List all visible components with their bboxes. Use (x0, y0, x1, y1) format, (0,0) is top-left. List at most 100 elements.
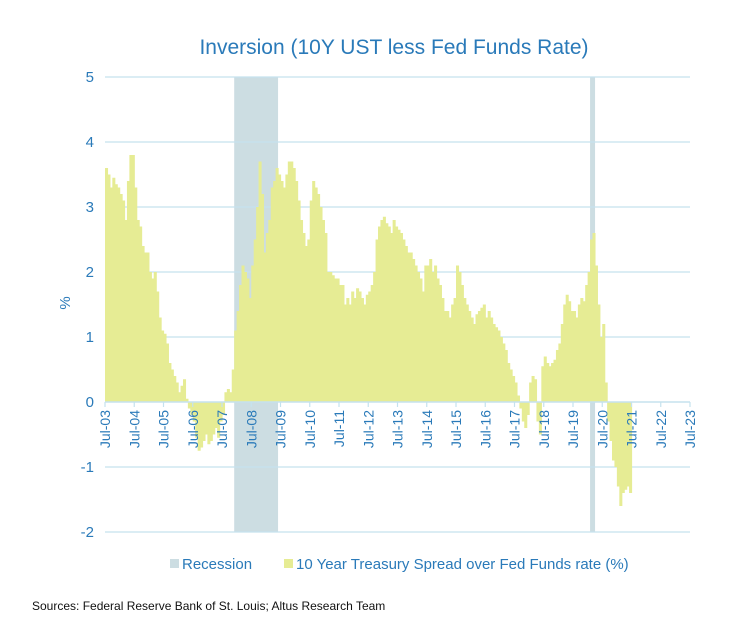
area-bar (107, 174, 111, 402)
area-bar (538, 402, 542, 435)
area-bar (282, 187, 286, 402)
area-bar (502, 343, 506, 402)
area-bar (592, 233, 596, 402)
area-bar (195, 402, 199, 438)
area-bar (304, 246, 308, 402)
y-tick-label: 0 (86, 394, 94, 411)
y-tick-label: 4 (86, 134, 94, 151)
area-bar (175, 382, 179, 402)
area-bar (300, 220, 304, 402)
area-bar (424, 265, 428, 402)
area-bar (287, 161, 291, 402)
area-bar (373, 272, 377, 402)
area-bar (270, 187, 274, 402)
area-bar (499, 337, 503, 402)
area-bar (475, 314, 479, 402)
area-bar (183, 379, 187, 402)
area-bar (148, 272, 152, 402)
area-bar (482, 304, 486, 402)
area-bar (285, 174, 289, 402)
y-tick-label: 5 (86, 69, 94, 86)
x-tick-label: Jul-04 (126, 410, 142, 448)
area-bar (326, 272, 330, 402)
area-bar (256, 207, 260, 402)
area-bar (170, 369, 174, 402)
area-bar (521, 402, 525, 422)
area-bar (105, 168, 109, 402)
legend-label-spread: 10 Year Treasury Spread over Fed Funds r… (296, 556, 629, 573)
area-bar (119, 194, 123, 402)
area-bar (414, 265, 418, 402)
area-bar (187, 402, 191, 409)
x-tick-label: Jul-12 (360, 410, 376, 448)
area-bar (419, 278, 423, 402)
area-bar (402, 239, 406, 402)
x-tick-label: Jul-15 (448, 410, 464, 448)
area-bar (207, 402, 211, 445)
area-bar (131, 155, 135, 402)
area-bar (395, 226, 399, 402)
area-bar (363, 304, 367, 402)
area-bar (480, 307, 484, 402)
area-bar (109, 187, 113, 402)
area-bar (463, 298, 467, 402)
area-bar (426, 265, 430, 402)
area-bar (519, 402, 523, 409)
area-bar (348, 304, 352, 402)
area-bar (616, 402, 620, 487)
y-tick-label: 2 (86, 264, 94, 281)
area-bar (275, 168, 279, 402)
area-bar (292, 168, 296, 402)
area-bar (509, 369, 513, 402)
legend-label-recession: Recession (182, 556, 252, 573)
x-tick-label: Jul-03 (97, 410, 113, 448)
area-bar (251, 265, 255, 402)
area-bar (339, 285, 343, 402)
area-bar (421, 291, 425, 402)
area-bar (453, 298, 457, 402)
x-tick-label: Jul-22 (653, 410, 669, 448)
area-bar (516, 395, 520, 402)
legend-swatch-spread (284, 559, 293, 568)
y-tick-label: -1 (81, 459, 94, 476)
area-bar (153, 272, 157, 402)
area-bar (219, 402, 223, 422)
area-bar (524, 402, 528, 428)
legend-swatch-recession (170, 559, 179, 568)
area-bar (204, 402, 208, 435)
area-bar (392, 220, 396, 402)
x-tick-label: Jul-05 (156, 410, 172, 448)
area-bar (465, 304, 469, 402)
area-bar (317, 194, 321, 402)
area-bar (134, 187, 138, 402)
area-bar (321, 220, 325, 402)
area-bar (178, 392, 182, 402)
area-bar (587, 272, 591, 402)
area-bar (543, 356, 547, 402)
area-bar (514, 382, 518, 402)
gridlines (105, 76, 690, 533)
area-bar (380, 220, 384, 402)
x-tick-label: Jul-23 (682, 410, 698, 448)
area-bar (565, 294, 569, 402)
area-bar (551, 363, 555, 402)
area-bar (297, 200, 301, 402)
area-bar (602, 324, 606, 402)
y-axis: 5 4 3 2 1 0 -1 -2 (81, 69, 94, 541)
area-bar (477, 311, 481, 402)
area-bar (192, 402, 196, 422)
area-bar (451, 304, 455, 402)
x-tick-label: Jul-16 (477, 410, 493, 448)
area-bar (390, 233, 394, 402)
x-tick-label: Jul-19 (565, 410, 581, 448)
area-bar (190, 402, 194, 415)
x-tick-label: Jul-13 (390, 410, 406, 448)
area-bar (224, 392, 228, 402)
area-bar (146, 252, 150, 402)
x-tick-label: Jul-06 (185, 410, 201, 448)
area-bar (129, 155, 133, 402)
area-bar (239, 285, 243, 402)
y-tick-label: 3 (86, 199, 94, 216)
area-bar (470, 317, 474, 402)
area-bar (378, 226, 382, 402)
